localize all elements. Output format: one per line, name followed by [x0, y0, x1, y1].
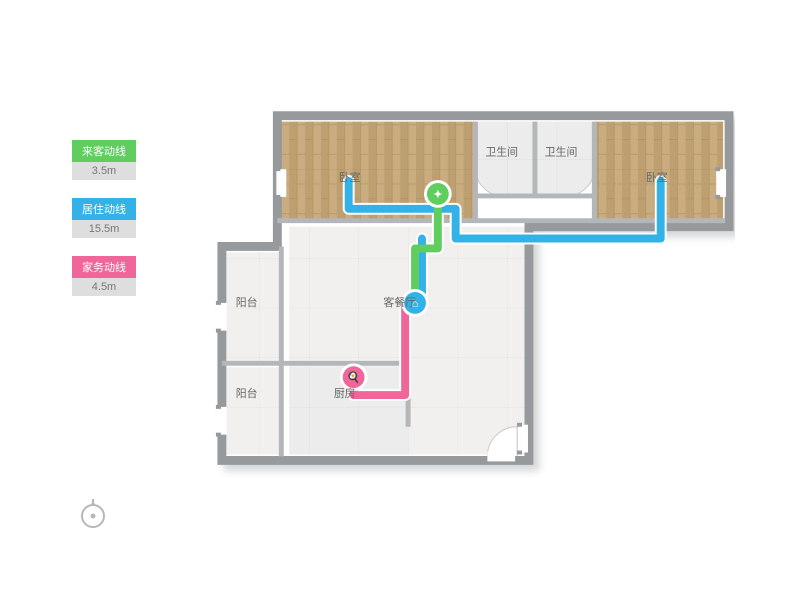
room-label: 卧室: [339, 170, 361, 184]
floor-plan: ✦⌂🍳 卧室卫生间卫生间卧室客餐厅阳台阳台厨房: [210, 108, 735, 478]
room-label: 卧室: [646, 170, 668, 184]
legend-item-guest: 来客动线 3.5m: [72, 140, 136, 180]
room-label: 阳台: [236, 386, 258, 400]
svg-text:🍳: 🍳: [347, 371, 361, 384]
legend-item-housework: 家务动线 4.5m: [72, 256, 136, 296]
svg-text:✦: ✦: [433, 189, 442, 201]
room-label: 卫生间: [545, 144, 578, 158]
legend-label: 家务动线: [72, 256, 136, 278]
room-label: 卫生间: [485, 144, 518, 158]
room-label: 阳台: [236, 295, 258, 309]
legend: 来客动线 3.5m 居住动线 15.5m 家务动线 4.5m: [72, 140, 136, 314]
compass-icon: [78, 499, 108, 529]
room-label: 厨房: [334, 387, 356, 400]
legend-label: 来客动线: [72, 140, 136, 162]
legend-value: 15.5m: [72, 220, 136, 238]
legend-label: 居住动线: [72, 198, 136, 220]
legend-value: 3.5m: [72, 162, 136, 180]
legend-item-living: 居住动线 15.5m: [72, 198, 136, 238]
legend-value: 4.5m: [72, 278, 136, 296]
room-label: 客餐厅: [383, 295, 416, 309]
